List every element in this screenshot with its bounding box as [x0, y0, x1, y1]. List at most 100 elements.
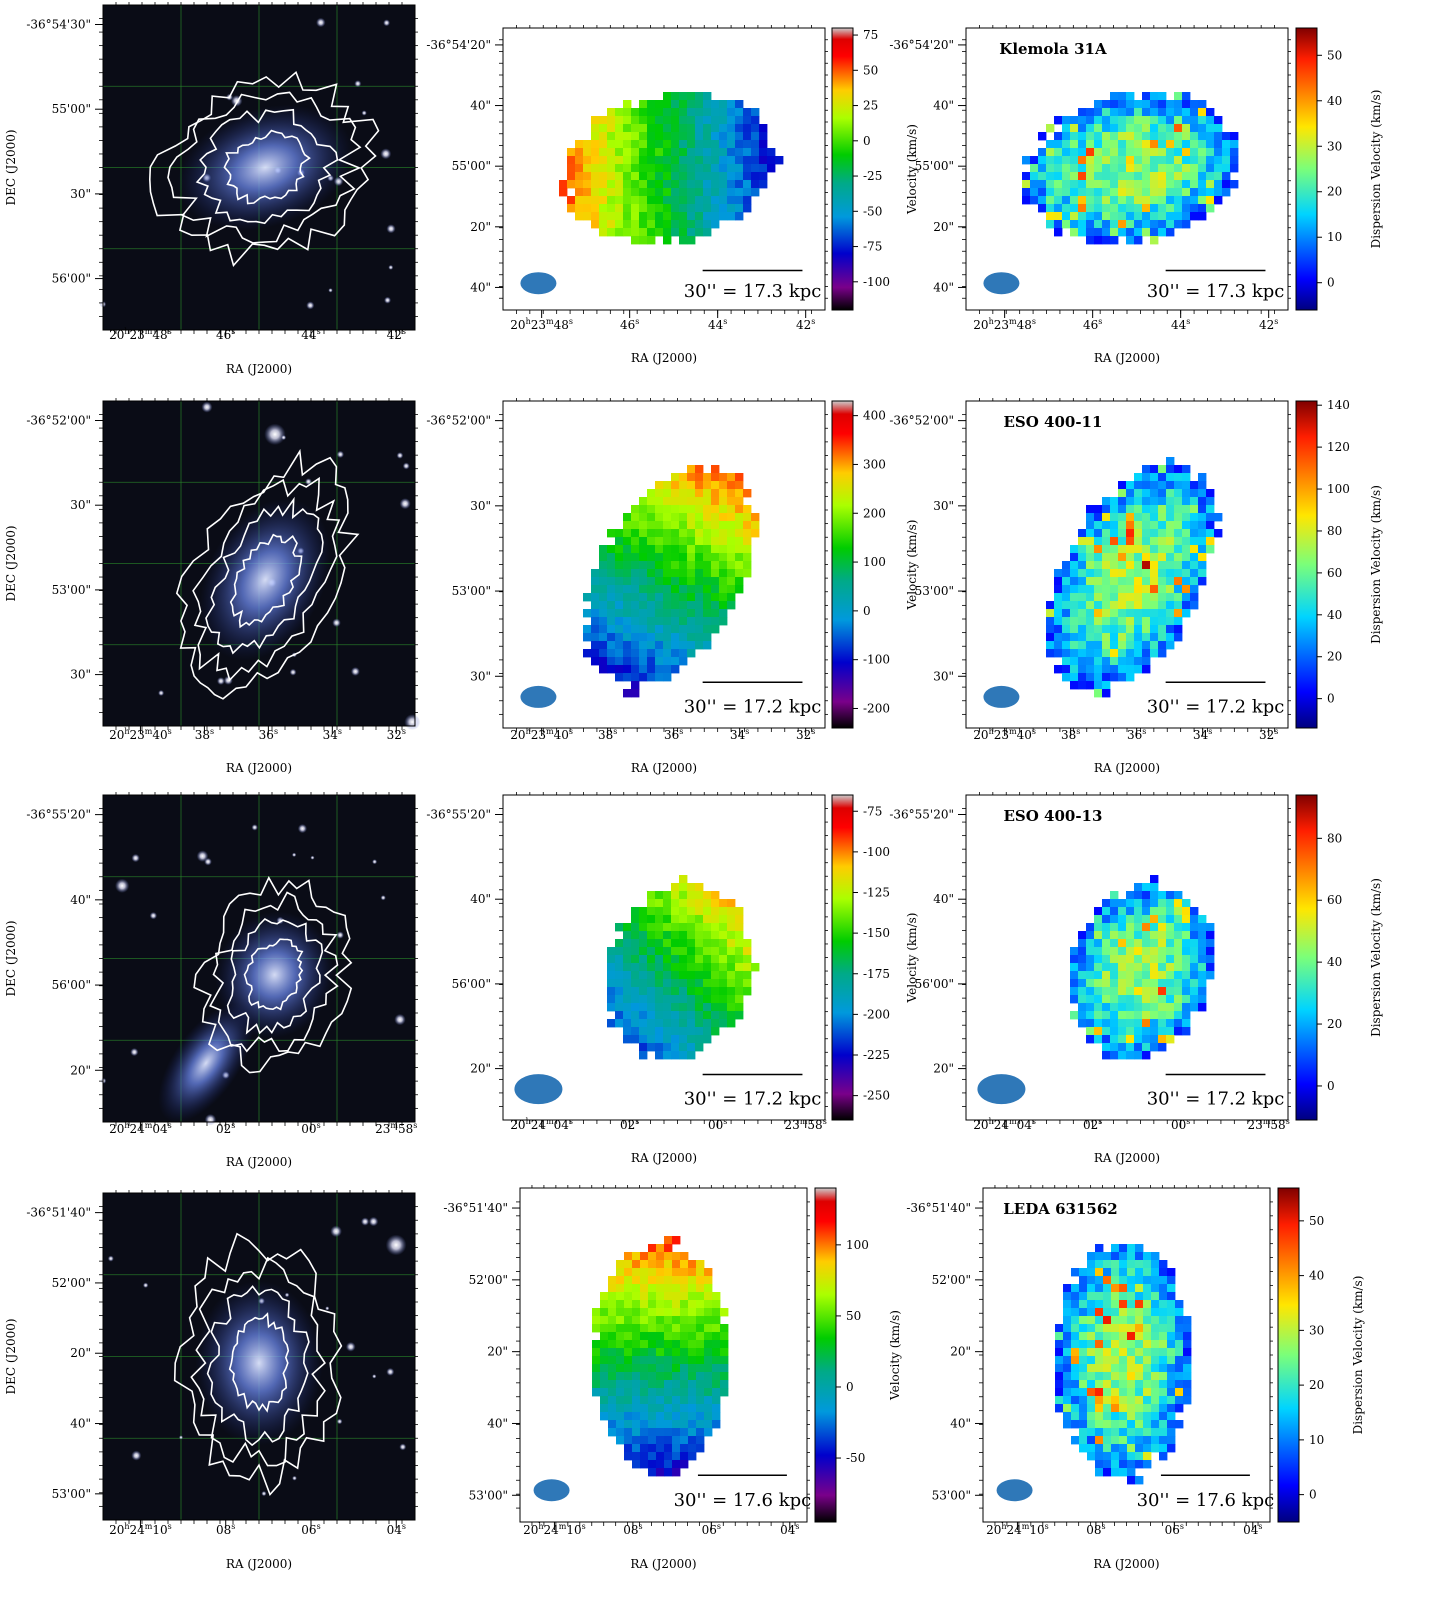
velocity-pixel — [711, 609, 720, 618]
velocity-pixel — [591, 140, 600, 149]
colorbar-tick-label: -250 — [863, 1089, 890, 1103]
dispersion-pixel — [1127, 1372, 1136, 1381]
velocity-pixel — [688, 1372, 697, 1381]
velocity-pixel — [680, 1284, 689, 1293]
velocity-pixel — [719, 947, 728, 956]
velocity-pixel — [663, 553, 672, 562]
dispersion-pixel — [1086, 939, 1095, 948]
velocity-pixel — [687, 979, 696, 988]
dispersion-pixel — [1055, 1332, 1064, 1341]
dispersion-pixel — [1086, 561, 1095, 570]
dispersion-pixel — [1134, 1043, 1143, 1052]
colorbar-tick-label: 0 — [1327, 692, 1335, 706]
dispersion-pixel — [1078, 971, 1087, 980]
velocity-axis-label: Velocity (km/s) — [905, 520, 919, 611]
dispersion-pixel — [1135, 1420, 1144, 1429]
velocity-pixel — [592, 1340, 601, 1349]
dispersion-pixel — [1134, 617, 1143, 626]
dispersion-pixel — [1062, 132, 1071, 141]
velocity-pixel — [672, 1268, 681, 1277]
velocity-pixel — [663, 641, 672, 650]
dispersion-pixel — [1206, 172, 1215, 181]
velocity-pixel — [656, 1276, 665, 1285]
star — [385, 1234, 407, 1256]
ra-axis-label: RA (J2000) — [1093, 1557, 1159, 1571]
dispersion-pixel — [1183, 1380, 1192, 1389]
dispersion-pixel — [1174, 513, 1183, 522]
velocity-pixel — [711, 931, 720, 940]
velocity-pixel — [671, 947, 680, 956]
velocity-pixel — [615, 577, 624, 586]
velocity-pixel — [631, 987, 640, 996]
velocity-pixel — [679, 156, 688, 165]
velocity-pixel — [616, 1356, 625, 1365]
velocity-pixel — [647, 529, 656, 538]
ra-axis-label: RA (J2000) — [1094, 351, 1160, 365]
dispersion-pixel — [1087, 1372, 1096, 1381]
dispersion-pixel — [1183, 1340, 1192, 1349]
dispersion-pixel — [1054, 649, 1063, 658]
velocity-pixel — [704, 1412, 713, 1421]
dispersion-pixel — [1095, 1348, 1104, 1357]
dispersion-pixel — [1135, 1284, 1144, 1293]
velocity-pixel — [696, 1340, 705, 1349]
velocity-pixel — [647, 955, 656, 964]
dispersion-pixel — [1070, 212, 1079, 221]
velocity-pixel — [624, 1420, 633, 1429]
velocity-pixel — [703, 641, 712, 650]
dispersion-pixel — [1134, 172, 1143, 181]
dispersion-pixel — [1135, 1300, 1144, 1309]
velocity-pixel — [671, 497, 680, 506]
velocity-pixel — [655, 180, 664, 189]
dispersion-pixel — [1078, 609, 1087, 618]
velocity-pixel — [607, 1003, 616, 1012]
velocity-pixel — [623, 657, 632, 666]
velocity-pixel — [687, 529, 696, 538]
dispersion-pixel — [1134, 883, 1143, 892]
beam-ellipse — [514, 1074, 563, 1105]
dispersion-pixel — [1206, 505, 1215, 514]
dispersion-pixel — [1078, 681, 1087, 690]
dispersion-pixel — [1150, 1035, 1159, 1044]
velocity-pixel — [711, 148, 720, 157]
velocity-pixel — [599, 657, 608, 666]
velocity-pixel — [631, 907, 640, 916]
dispersion-pixel — [1198, 148, 1207, 157]
dispersion-pixel — [1111, 1308, 1120, 1317]
velocity-pixel — [663, 236, 672, 245]
velocity-pixel — [719, 979, 728, 988]
velocity-pixel — [656, 1436, 665, 1445]
velocity-pixel — [687, 947, 696, 956]
velocity-pixel — [759, 172, 768, 181]
dispersion-pixel — [1142, 481, 1151, 490]
velocity-pixel — [623, 561, 632, 570]
dispersion-pixel — [1102, 164, 1111, 173]
dispersion-pixel — [1142, 529, 1151, 538]
velocity-pixel — [663, 995, 672, 1004]
dispersion-pixel — [1094, 641, 1103, 650]
dispersion-pixel — [1150, 641, 1159, 650]
dispersion-pixel — [1174, 545, 1183, 554]
dispersion-pixel — [1054, 116, 1063, 125]
colorbar — [831, 27, 854, 311]
dispersion-pixel — [1158, 164, 1167, 173]
velocity-pixel — [640, 1252, 649, 1261]
dispersion-pixel — [1142, 947, 1151, 956]
dispersion-pixel — [1118, 665, 1127, 674]
velocity-pixel — [704, 1372, 713, 1381]
dispersion-pixel — [1190, 212, 1199, 221]
dispersion-pixel — [1142, 521, 1151, 530]
dispersion-pixel — [1119, 1436, 1128, 1445]
dispersion-pixel — [1118, 569, 1127, 578]
dispersion-pixel — [1078, 955, 1087, 964]
dispersion-pixel — [1182, 196, 1191, 205]
dispersion-pixel — [1151, 1428, 1160, 1437]
dispersion-pixel — [1134, 188, 1143, 197]
dispersion-pixel — [1079, 1292, 1088, 1301]
dispersion-pixel — [1054, 196, 1063, 205]
velocity-pixel — [727, 172, 736, 181]
velocity-pixel — [616, 1300, 625, 1309]
dispersion-pixel — [1118, 907, 1127, 916]
dispersion-pixel — [1118, 1019, 1127, 1028]
dispersion-pixel — [1110, 497, 1119, 506]
